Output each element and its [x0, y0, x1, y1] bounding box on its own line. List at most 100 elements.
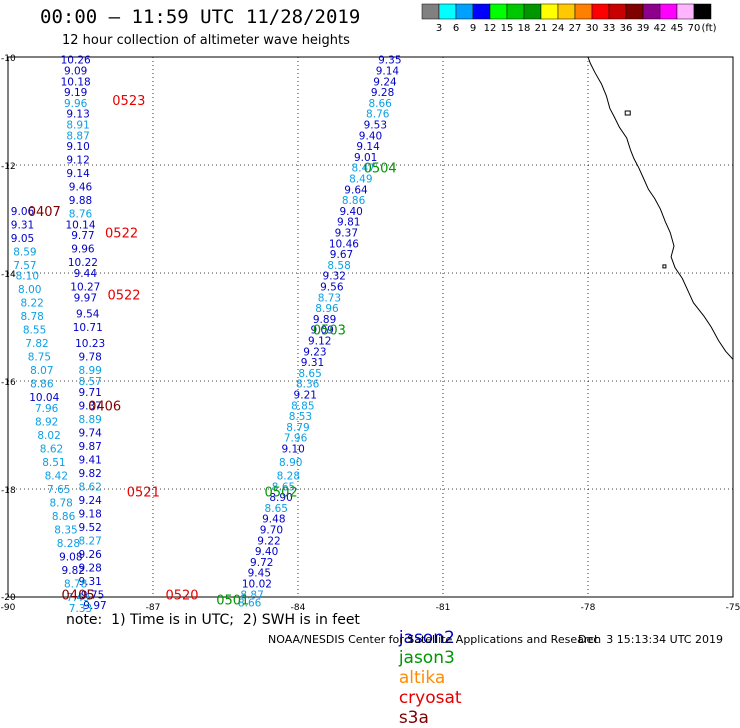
wave-height-value: 9.37 [78, 400, 101, 412]
wave-height-value: 9.96 [71, 244, 95, 256]
wave-height-value: 9.24 [373, 76, 397, 88]
wave-height-value: 8.65 [265, 503, 288, 515]
wave-height-value: 8.62 [40, 444, 63, 456]
wave-height-value: 9.28 [371, 87, 394, 99]
colorbar-label: 6 [453, 23, 459, 34]
lon-tick-label: -81 [436, 603, 451, 613]
colorbar-swatch [693, 3, 712, 20]
pass-time-label: 0523 [112, 94, 145, 109]
generation-timestamp: Dec 3 15:13:34 UTC 2019 [578, 633, 723, 646]
wave-height-value: 8.79 [286, 422, 309, 434]
track-a: 10.269.0910.189.199.969.138.918.879.109.… [61, 55, 107, 612]
wave-height-value: 8.62 [78, 481, 101, 493]
wave-height-value: 8.49 [349, 174, 372, 186]
wave-height-value: 7.57 [13, 260, 36, 272]
colorbar-label: 70 [688, 23, 701, 34]
coastline [587, 56, 734, 360]
legend-altika: altika [398, 668, 446, 688]
wave-height-value: 8.89 [78, 414, 101, 426]
colorbar-label: 45 [671, 23, 684, 34]
wave-height-value: 8.76 [366, 109, 390, 121]
wave-height-value: 8.90 [269, 492, 292, 504]
page-title: 00:00 – 11:59 UTC 11/28/2019 [40, 6, 361, 28]
wave-height-value: 9.31 [301, 357, 324, 369]
wave-height-value: 8.27 [78, 535, 101, 547]
wave-height-value: 8.57 [78, 376, 101, 388]
wave-height-value: 8.47 [352, 163, 375, 175]
wave-height-value: 10.46 [329, 238, 359, 250]
wave-height-value: 9.40 [359, 130, 382, 142]
legend-s3a: s3a [398, 708, 429, 728]
wave-height-value: 8.55 [23, 325, 46, 337]
wave-height-value: 8.87 [240, 589, 263, 601]
wave-height-value: 9.75 [81, 589, 104, 601]
colorbar-label: 33 [603, 23, 616, 34]
wave-height-value: 8.86 [52, 511, 76, 523]
wave-height-value: 8.02 [37, 430, 60, 442]
wave-height-value: 8.36 [296, 379, 320, 391]
colorbar-label: 24 [552, 23, 565, 34]
pass-time-label: 0522 [107, 289, 140, 304]
wave-height-value: 8.35 [54, 525, 77, 537]
pass-time-label: 0520 [165, 588, 198, 603]
satellite-legend: jason2 jason3 altika cryosat s3a [388, 608, 472, 728]
colorbar-label: 9 [470, 23, 476, 34]
wave-height-value: 9.72 [250, 557, 273, 569]
pass-time-label: 0522 [105, 227, 138, 242]
island [624, 110, 631, 116]
wave-height-value: 9.09 [64, 66, 87, 78]
pass-time-label: 0406 [88, 399, 121, 414]
wave-height-value: 9.46 [69, 182, 93, 194]
wave-height-value: 7.82 [25, 338, 48, 350]
wave-height-value: 9.31 [78, 576, 101, 588]
units-note: note: 1) Time is in UTC; 2) SWH is in fe… [66, 612, 360, 628]
wave-height-value: 8.73 [318, 292, 341, 304]
wave-height-value: 9.23 [303, 346, 326, 358]
wave-height-value: 9.31 [11, 219, 34, 231]
wave-height-value: 9.44 [74, 268, 98, 280]
wave-height-value: 8.78 [49, 498, 72, 510]
island [662, 264, 667, 269]
pass-time-label: 0503 [313, 324, 346, 339]
wave-height-value: 10.23 [75, 338, 105, 350]
wave-height-value: 9.12 [308, 336, 331, 348]
legend-jason3: jason3 [398, 648, 455, 668]
legend-jason2: jason2 [398, 628, 455, 648]
wave-height-value: 9.82 [78, 468, 101, 480]
lon-tick-label: -90 [1, 603, 16, 613]
wave-height-value: 8.99 [78, 365, 101, 377]
wave-height-value: 8.07 [30, 365, 53, 377]
track-b: 9.069.319.058.597.578.108.008.228.788.55… [11, 206, 92, 615]
map-frame [7, 56, 734, 598]
wave-height-value: 8.10 [16, 271, 39, 283]
wave-height-value: 7.49 [66, 592, 89, 604]
wave-height-value: 9.70 [260, 525, 283, 537]
wave-height-value: 8.58 [327, 260, 350, 272]
colorbar-label: 39 [637, 23, 650, 34]
pass-time-label: 0501 [216, 594, 249, 609]
wave-height-value: 8.91 [66, 120, 89, 132]
wave-height-value: 9.14 [66, 168, 90, 180]
colorbar-label: 15 [501, 23, 514, 34]
colorbar: 3 6 9 12 15 18 21 24 27 30 33 36 39 42 45 70 (ft) [421, 3, 717, 34]
wave-height-value: 9.56 [320, 282, 344, 294]
wave-height-value: 8.42 [45, 471, 68, 483]
pass-time-label: 0504 [364, 162, 397, 177]
pass-time-label: 0521 [127, 486, 160, 501]
wave-height-value: 7.65 [47, 484, 70, 496]
wave-height-value: 8.86 [30, 379, 54, 391]
wave-height-value: 8.96 [315, 303, 339, 315]
wave-height-value: 9.06 [11, 206, 35, 218]
colorbar-label: 27 [569, 23, 582, 34]
colorbar-label: 36 [620, 23, 633, 34]
wave-height-value: 9.28 [78, 562, 101, 574]
wave-height-value: 9.82 [62, 565, 85, 577]
wave-height-value: 9.81 [337, 217, 360, 229]
wave-height-value: 7.96 [284, 433, 308, 445]
credit-line: NOAA/NESDIS Center for Satellite Applica… [268, 633, 602, 646]
wave-height-value: 9.48 [262, 514, 285, 526]
wave-height-value: 7.96 [35, 403, 59, 415]
wave-height-value: 8.66 [238, 597, 262, 609]
lat-tick-label: -18 [1, 486, 16, 496]
wave-height-value: 10.18 [61, 76, 91, 88]
